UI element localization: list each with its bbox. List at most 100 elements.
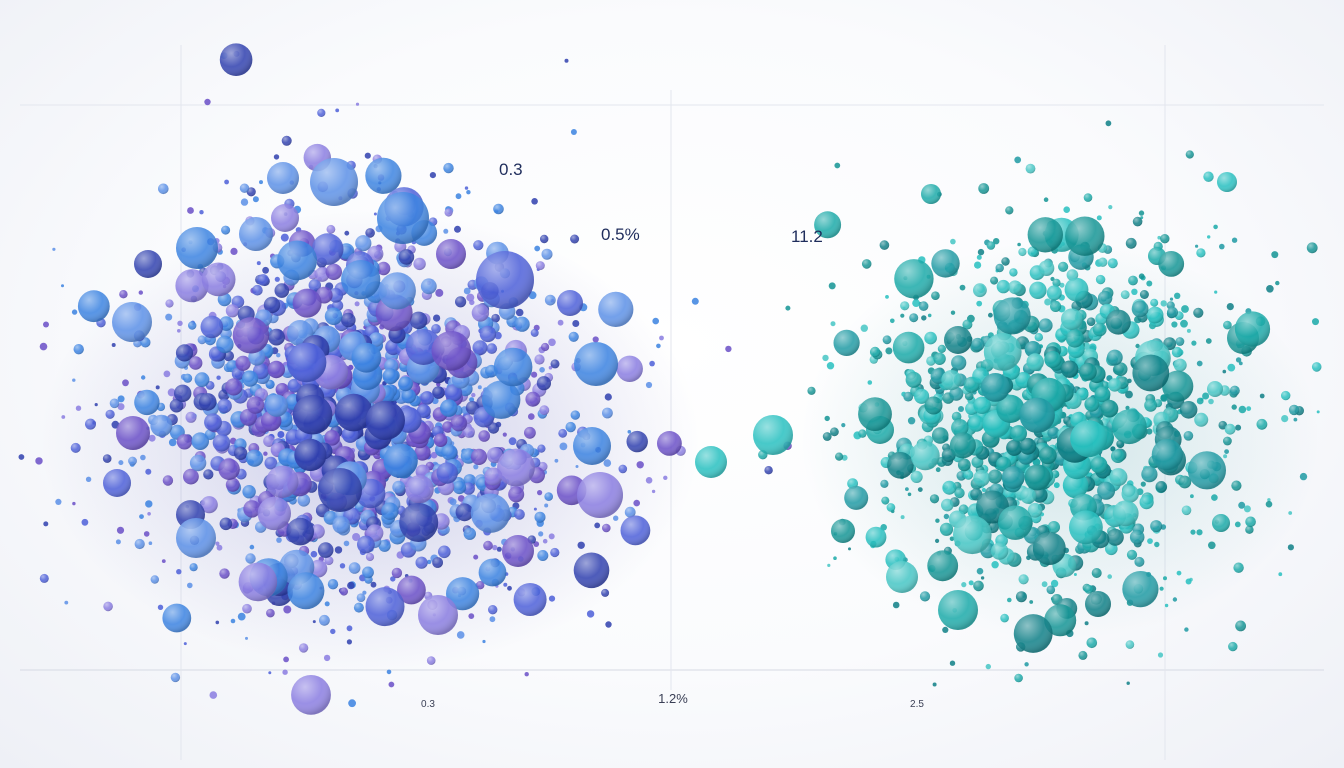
- right-cluster-bubble-highlight: [1029, 281, 1047, 299]
- left-cluster-bubble-highlight: [444, 208, 453, 217]
- left-cluster-bubble: [72, 501, 76, 506]
- left-cluster-bubble: [216, 544, 223, 551]
- right-cluster-bubble: [1246, 406, 1252, 411]
- left-cluster-bubble-highlight: [557, 290, 583, 316]
- left-cluster-bubble-highlight: [620, 515, 651, 546]
- left-cluster-bubble: [449, 498, 457, 506]
- right-cluster-bubble-highlight: [1233, 562, 1244, 573]
- left-cluster-bubble-highlight: [413, 257, 426, 271]
- right-cluster-bubble-highlight: [1229, 385, 1240, 396]
- left-cluster-bubble-highlight: [478, 430, 491, 442]
- left-cluster-bubble: [604, 393, 612, 401]
- left-cluster-bubble-highlight: [471, 304, 490, 322]
- right-cluster-bubble-highlight: [1107, 258, 1118, 269]
- left-cluster-bubble-highlight: [310, 158, 358, 206]
- right-cluster-bubble: [1125, 390, 1133, 399]
- left-cluster-bubble-highlight: [317, 542, 334, 558]
- left-cluster-bubble-highlight: [245, 449, 264, 467]
- right-cluster-bubble: [1231, 237, 1238, 243]
- right-cluster-bubble-highlight: [1155, 481, 1168, 493]
- left-cluster-bubble-highlight: [514, 509, 525, 520]
- left-cluster-bubble-highlight: [189, 563, 198, 572]
- right-cluster-bubble: [848, 547, 851, 551]
- left-cluster-bubble: [564, 58, 569, 63]
- right-cluster-bubble: [1032, 458, 1041, 467]
- right-cluster-bubble-highlight: [1151, 439, 1183, 471]
- left-cluster-bubble-highlight: [212, 434, 231, 452]
- left-cluster-bubble-highlight: [524, 426, 536, 439]
- left-cluster-bubble-highlight: [418, 595, 458, 635]
- right-cluster-bubble-highlight: [1171, 346, 1183, 358]
- left-cluster-bubble-highlight: [134, 389, 160, 416]
- right-cluster-bubble-highlight: [1038, 446, 1057, 465]
- right-cluster-bubble-highlight: [1094, 386, 1111, 403]
- right-cluster-bubble-highlight: [1027, 503, 1043, 518]
- right-cluster-bubble-highlight: [1245, 516, 1256, 528]
- right-cluster-bubble-highlight: [924, 396, 943, 415]
- right-cluster-bubble-highlight: [830, 427, 839, 437]
- left-cluster-bubble-highlight: [487, 447, 503, 464]
- right-cluster-bubble: [985, 663, 991, 670]
- left-cluster-bubble-highlight: [438, 545, 451, 559]
- left-cluster-bubble-highlight: [577, 472, 623, 518]
- right-cluster-bubble: [1208, 541, 1216, 550]
- left-cluster-bubble-highlight: [487, 422, 500, 434]
- left-cluster-bubble: [55, 498, 62, 505]
- right-cluster-bubble-highlight: [1086, 317, 1096, 327]
- left-cluster-bubble-highlight: [365, 587, 405, 627]
- left-cluster-bubble-highlight: [169, 398, 184, 413]
- right-cluster-bubble-highlight: [880, 479, 889, 488]
- left-cluster-bubble: [335, 108, 340, 113]
- right-cluster-bubble: [885, 347, 893, 355]
- right-cluster-bubble-highlight: [1224, 423, 1236, 435]
- left-cluster-bubble: [508, 437, 517, 446]
- left-cluster-bubble-highlight: [77, 290, 110, 323]
- right-cluster-bubble-highlight: [1058, 261, 1069, 272]
- left-cluster-bubble: [330, 628, 336, 635]
- left-cluster-bubble: [346, 639, 352, 645]
- right-cluster-bubble-highlight: [942, 480, 957, 495]
- right-cluster-bubble: [1138, 210, 1145, 216]
- right-cluster-bubble-highlight: [988, 469, 1003, 484]
- left-cluster-bubble-highlight: [128, 456, 137, 466]
- right-cluster-bubble-highlight: [1193, 307, 1204, 318]
- left-cluster-bubble: [216, 375, 221, 380]
- right-cluster-bubble-highlight: [869, 346, 881, 358]
- left-cluster-bubble: [455, 193, 462, 200]
- left-cluster-bubble-highlight: [239, 183, 250, 193]
- left-cluster-bubble-highlight: [602, 523, 611, 533]
- right-cluster-bubble: [1238, 361, 1243, 366]
- left-cluster-bubble-highlight: [317, 108, 326, 117]
- left-cluster-bubble: [507, 585, 512, 591]
- right-cluster-bubble: [1281, 415, 1289, 423]
- right-cluster-bubble-highlight: [990, 276, 999, 285]
- left-cluster-bubble-highlight: [281, 135, 292, 146]
- left-cluster-bubble-highlight: [263, 296, 281, 314]
- right-cluster-bubble: [1140, 481, 1146, 487]
- right-cluster-bubble-highlight: [949, 432, 976, 459]
- left-cluster-bubble: [725, 345, 732, 353]
- left-cluster-bubble-highlight: [287, 572, 325, 610]
- left-cluster-bubble-highlight: [409, 311, 428, 330]
- left-cluster-bubble-highlight: [535, 261, 545, 271]
- left-cluster-bubble: [492, 544, 498, 551]
- right-cluster-bubble-highlight: [1256, 418, 1268, 430]
- right-cluster-bubble-highlight: [1173, 358, 1187, 372]
- left-cluster-bubble-highlight: [544, 294, 556, 306]
- right-cluster-bubble: [977, 248, 985, 256]
- left-cluster-bubble-highlight: [175, 344, 194, 362]
- right-cluster-bubble: [935, 518, 940, 523]
- left-cluster-bubble-highlight: [455, 503, 474, 522]
- right-cluster-bubble: [1312, 318, 1319, 326]
- left-cluster-bubble-highlight: [369, 332, 384, 347]
- right-cluster-bubble-highlight: [953, 515, 992, 555]
- right-cluster-bubble-highlight: [1065, 329, 1084, 348]
- left-cluster-bubble-highlight: [502, 535, 534, 567]
- left-cluster-bubble: [533, 507, 537, 511]
- left-cluster-bubble-highlight: [109, 398, 120, 409]
- right-cluster-bubble: [1125, 405, 1130, 410]
- right-cluster-bubble: [1259, 393, 1265, 399]
- left-cluster-bubble-highlight: [134, 538, 145, 550]
- left-cluster-bubble: [528, 413, 535, 420]
- right-cluster-bubble-highlight: [931, 291, 940, 301]
